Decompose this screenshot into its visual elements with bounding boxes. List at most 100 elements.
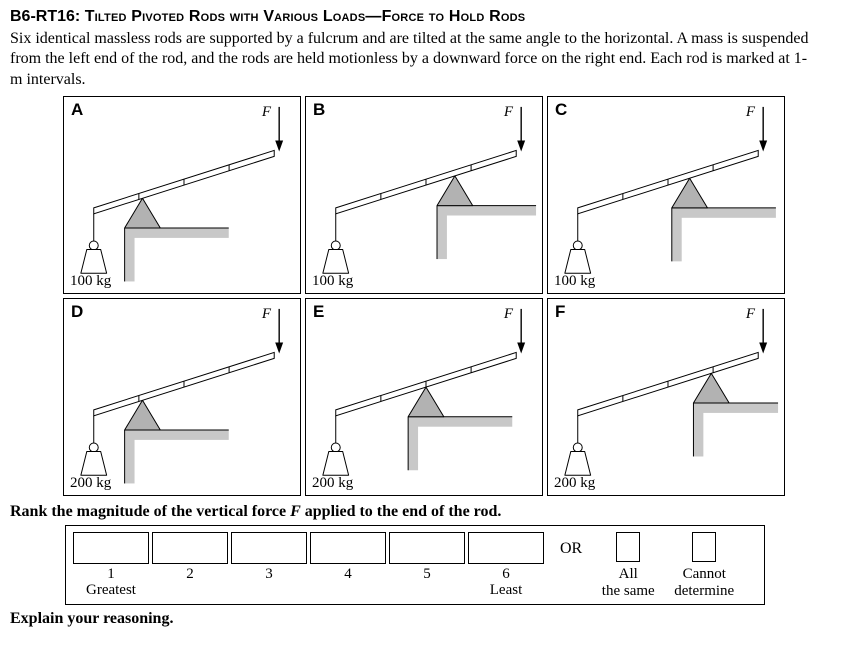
fulcrum-triangle	[692, 372, 730, 404]
mass-label: 100 kg	[554, 273, 596, 289]
alt-label-line: Cannot	[682, 566, 726, 582]
rank-number: 3	[265, 566, 273, 582]
force-arrow-head	[275, 342, 284, 354]
mass-weight	[80, 248, 108, 274]
cannot-determine-checkbox[interactable]	[692, 532, 717, 562]
mass-label: 100 kg	[312, 273, 354, 289]
diagram-panel-a: A F 100 kg	[63, 96, 301, 294]
rod-diagram	[80, 308, 284, 484]
problem-title: B6-RT16: Tilted Pivoted Rods with Variou…	[10, 8, 835, 26]
rank-slot-2: 2	[152, 532, 228, 599]
problem-code: B6-RT16:	[10, 8, 81, 25]
rank-number: 1	[107, 566, 115, 582]
mass-label: 100 kg	[70, 273, 112, 289]
rank-sublabel	[152, 583, 228, 599]
mass-knob	[330, 240, 341, 251]
problem-description: Six identical massless rods are supporte…	[10, 29, 809, 88]
rank-sublabel	[310, 583, 386, 599]
mass-knob	[88, 240, 99, 251]
fulcrum-triangle	[124, 399, 161, 431]
rank-box-2[interactable]	[152, 532, 228, 564]
mass-weight	[322, 248, 350, 274]
force-symbol: F	[503, 104, 513, 120]
problem-title-text: Tilted Pivoted Rods with Various Loads—F…	[84, 8, 526, 25]
support-wall-shade	[408, 416, 419, 471]
alt-label-line: the same	[601, 582, 655, 599]
rank-sublabel	[389, 583, 465, 599]
support-wall-shade	[124, 228, 135, 282]
rank-number: 5	[423, 566, 431, 582]
mass-weight	[564, 248, 592, 274]
fulcrum-triangle	[671, 177, 708, 209]
panel-letter: D	[71, 302, 84, 321]
rank-slot-6: 6 Least	[468, 532, 544, 599]
rank-number: 6	[502, 566, 510, 582]
diagram-panel-c: C F 100 kg	[547, 96, 785, 294]
explain-instruction: Explain your reasoning.	[10, 610, 174, 628]
ranking-prompt: Rank the magnitude of the vertical force…	[10, 503, 835, 521]
fulcrum-triangle	[436, 175, 474, 207]
ledge-shade	[671, 207, 776, 218]
rank-number: 2	[186, 566, 194, 582]
alt-option-cannot-determine: Cannot determine	[666, 532, 742, 599]
rank-box-3[interactable]	[231, 532, 307, 564]
force-arrow-head	[517, 342, 526, 354]
support-wall-shade	[124, 430, 135, 484]
force-arrow-head	[275, 140, 284, 152]
rank-slot-4: 4	[310, 532, 386, 599]
force-symbol: F	[503, 306, 513, 322]
rank-box-4[interactable]	[310, 532, 386, 564]
rank-sublabel	[231, 583, 307, 599]
diagram-panel-b: B F 100 kg	[305, 96, 543, 294]
ledge-shade	[408, 416, 513, 427]
force-arrow-head	[759, 140, 768, 152]
force-arrow-head	[517, 140, 526, 152]
support-wall-shade	[671, 207, 682, 262]
ledge-shade	[124, 430, 229, 440]
panel-letter: A	[71, 100, 84, 119]
force-symbol: F	[745, 104, 755, 120]
mass-knob	[572, 442, 583, 453]
rank-sublabel: Greatest	[86, 582, 136, 599]
force-symbol: F	[261, 306, 271, 322]
diagram-panel-e: E F 200 kg	[305, 298, 543, 496]
ranking-prompt-before: Rank the magnitude of the vertical force	[10, 503, 291, 520]
rod-diagram	[564, 308, 779, 476]
ledge-shade	[437, 205, 537, 216]
rank-box-6[interactable]	[468, 532, 544, 564]
mass-knob	[88, 442, 99, 453]
panel-letter: E	[313, 302, 325, 321]
rank-box-1[interactable]	[73, 532, 149, 564]
alt-option-all-same: All the same	[590, 532, 666, 599]
panel-letter: B	[313, 100, 326, 119]
mass-weight	[564, 450, 592, 476]
mass-label: 200 kg	[554, 475, 596, 491]
force-symbol: F	[745, 306, 755, 322]
rod-diagram	[564, 106, 776, 274]
support-wall-shade	[437, 205, 447, 260]
panel-letter: C	[555, 100, 568, 119]
mass-label: 200 kg	[70, 475, 112, 491]
rank-slot-row: 1 Greatest 2 3 4 5	[73, 532, 544, 599]
rod-diagram	[322, 308, 526, 476]
fulcrum-triangle	[124, 197, 161, 229]
rank-box-5[interactable]	[389, 532, 465, 564]
mass-knob	[330, 442, 341, 453]
diagram-panel-d: D F 200 kg	[63, 298, 301, 496]
mass-label: 200 kg	[312, 475, 354, 491]
rank-slot-3: 3	[231, 532, 307, 599]
diagram-panel-f: F F 200 kg	[547, 298, 785, 496]
ledge-shade	[124, 228, 229, 238]
rank-number: 4	[344, 566, 352, 582]
all-same-checkbox[interactable]	[616, 532, 641, 562]
ranking-prompt-after: applied to the end of the rod.	[300, 503, 502, 520]
alt-label-line: All	[618, 566, 638, 582]
panel-letter: F	[555, 302, 566, 321]
force-arrow-head	[759, 342, 768, 354]
force-symbol: F	[261, 104, 271, 120]
rank-slot-1: 1 Greatest	[73, 532, 149, 599]
mass-weight	[80, 450, 108, 476]
alt-label-line: determine	[674, 582, 735, 599]
ledge-shade	[693, 403, 779, 413]
mass-weight	[322, 450, 350, 476]
